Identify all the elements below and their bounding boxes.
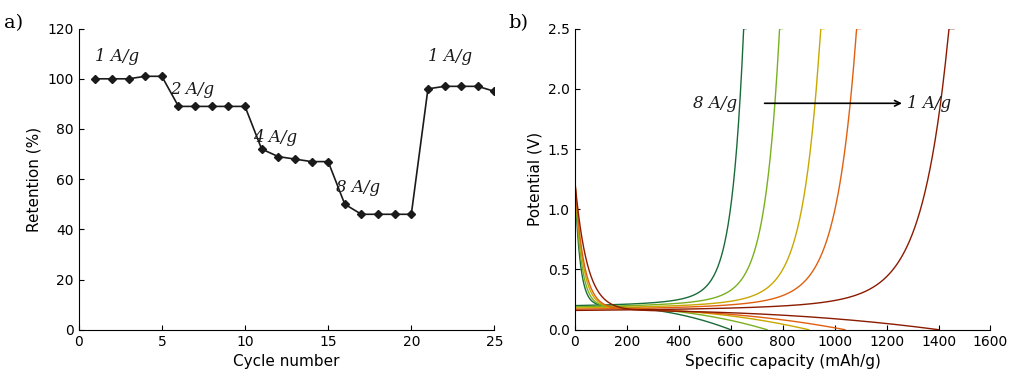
Text: b): b) [508, 13, 528, 31]
Y-axis label: Retention (%): Retention (%) [27, 127, 42, 232]
Text: 1 A/g: 1 A/g [428, 48, 472, 65]
Text: 1 A/g: 1 A/g [908, 95, 951, 112]
Text: a): a) [4, 13, 22, 31]
Text: 8 A/g: 8 A/g [336, 179, 380, 196]
X-axis label: Cycle number: Cycle number [233, 354, 340, 369]
Text: 8 A/g: 8 A/g [693, 95, 737, 112]
X-axis label: Specific capacity (mAh/g): Specific capacity (mAh/g) [685, 354, 881, 369]
Y-axis label: Potential (V): Potential (V) [527, 132, 543, 226]
Text: 2 A/g: 2 A/g [171, 81, 215, 98]
Text: 1 A/g: 1 A/g [95, 48, 139, 65]
Text: 4 A/g: 4 A/g [253, 129, 297, 146]
